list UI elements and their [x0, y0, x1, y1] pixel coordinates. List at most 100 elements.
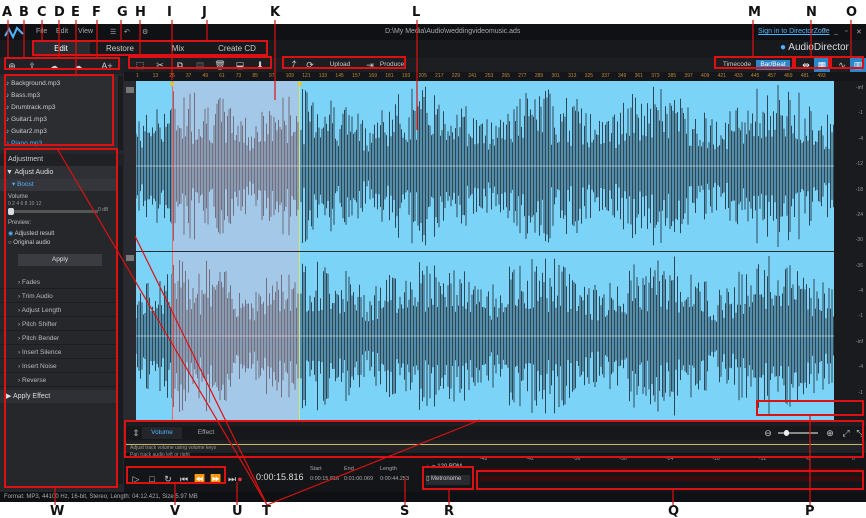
import-media-icon[interactable]: ⊕ — [8, 61, 16, 71]
brand-name: AudioDirector — [788, 42, 849, 53]
cloud-icon[interactable]: ☁ — [73, 61, 83, 71]
delete-icon[interactable]: 🗑 — [214, 60, 226, 70]
tab-mix[interactable]: Mix — [171, 44, 185, 53]
reverse-label: Reverse — [21, 377, 47, 384]
minimize-icon[interactable]: _ — [834, 28, 838, 35]
expand-down-icon: ▾ — [12, 181, 16, 188]
volume-slider[interactable] — [8, 208, 98, 215]
zoom-fit-icon[interactable]: ⤢ — [842, 428, 850, 438]
upload-button[interactable]: Upload — [329, 61, 351, 68]
radio-adjusted[interactable]: ◉ Adjusted result — [8, 230, 54, 237]
zoom-selection-icon[interactable]: ⤡ — [856, 428, 864, 438]
select-tool-icon[interactable]: ⬚ — [135, 60, 145, 70]
help-icon[interactable]: ? — [822, 28, 826, 35]
track-left-channel-icon[interactable] — [126, 87, 134, 93]
close-icon[interactable]: ✕ — [856, 29, 862, 36]
paste-icon[interactable]: ▤ — [195, 60, 205, 70]
chevron-right-icon: › — [18, 279, 21, 286]
settings-icon[interactable]: ⚙ — [142, 29, 149, 36]
ruler-tick-label: 49 — [202, 73, 209, 79]
callout-box-meter — [476, 470, 864, 490]
record-button-icon[interactable]: ● — [237, 474, 243, 484]
chevron-right-icon: › — [18, 377, 21, 384]
tab-restore[interactable]: Restore — [105, 44, 134, 53]
waveform-area[interactable]: ▼ ▼ — [136, 81, 834, 421]
callout-c: C — [37, 5, 47, 20]
export-media-icon[interactable]: ⇪ — [28, 61, 36, 71]
file-item[interactable]: ♪ Bass.mp3 — [6, 90, 40, 101]
radio-original-label: Original audio — [13, 240, 51, 246]
menu-view[interactable]: View — [78, 28, 94, 35]
undo-icon[interactable]: ↶ — [124, 29, 130, 36]
zoom-slider-handle[interactable] — [784, 430, 789, 436]
file-path: D:\My Media\Audio\weddingvideomusic.ads — [385, 28, 521, 35]
music-note-icon: ♪ — [6, 80, 10, 87]
file-item[interactable]: ♪ Guitar1.mp3 — [6, 114, 47, 125]
volume-slider-handle[interactable] — [8, 208, 14, 215]
callout-n: N — [806, 5, 817, 20]
end-time: 0:01:00.069 — [344, 476, 374, 482]
selection-end-marker-icon[interactable]: ▼ — [296, 81, 304, 89]
timeline-ruler[interactable]: 1 13 25 37 49 61 73 85 97 109 121 133 145 157 169 181 19… — [124, 72, 866, 81]
zoom-slider[interactable] — [778, 430, 818, 436]
produce-button[interactable]: Produce — [379, 61, 405, 68]
callout-e: E — [71, 5, 80, 20]
produce-icon[interactable]: ⇥ — [366, 60, 374, 70]
callout-box-modes — [32, 40, 268, 56]
callout-p: P — [805, 504, 815, 518]
channel-divider — [136, 251, 834, 252]
pitch-shifter-label: Pitch Shifter — [21, 321, 58, 328]
cut-icon[interactable]: ✂ — [156, 60, 164, 70]
selection-start-marker-icon[interactable]: ▼ — [168, 81, 176, 89]
share-icon[interactable]: ⤴ — [287, 60, 297, 70]
chevron-right-icon: › — [18, 321, 21, 328]
volume-scale: 0 2 4 6 8 10 12 — [8, 201, 42, 207]
tab-create-cd[interactable]: Create CD — [218, 44, 256, 53]
file-item[interactable]: ♪ Drumtrack.mp3 — [6, 102, 56, 113]
ruler-tick-label: 145 — [335, 73, 344, 79]
link-icon[interactable]: ⟳ — [306, 60, 314, 70]
menu-edit[interactable]: Edit — [56, 28, 69, 35]
ruler-tick-label: 397 — [684, 73, 693, 79]
menu-file[interactable]: File — [36, 28, 48, 35]
restore-icon[interactable]: ▫ — [845, 28, 848, 35]
track-right-channel-icon[interactable] — [126, 255, 134, 261]
callout-box-timecode — [714, 56, 794, 69]
file-item-selected[interactable]: ♪ Piano.mp3 — [6, 138, 42, 149]
waveform-view-icon[interactable]: ∿ — [838, 60, 846, 70]
pitch-bender-label: Pitch Bender — [21, 335, 60, 342]
db-scale: -inf -1 -4 -12 -18 -24 -30 -36 -4 -1 -inf -4 -1 — [834, 81, 866, 421]
library-scrollbar[interactable] — [118, 76, 123, 150]
radio-checked-icon: ◉ — [8, 231, 14, 237]
music-note-icon: ♪ — [6, 104, 10, 111]
zoom-in-icon[interactable]: ⊕ — [826, 428, 834, 438]
ruler-tick-label: 217 — [435, 73, 444, 79]
ruler-tick-label: 445 — [750, 73, 760, 79]
zoom-out-icon[interactable]: ⊖ — [764, 428, 772, 438]
ruler-tick-label: 289 — [534, 73, 544, 79]
volume-envelope-line[interactable] — [126, 444, 862, 445]
snap-icon[interactable]: ⇹ — [802, 60, 810, 70]
radio-original[interactable]: ○ Original audio — [8, 240, 50, 246]
add-text-button[interactable]: A+ — [101, 61, 113, 71]
end-label: End — [344, 466, 354, 472]
file-item[interactable]: ♪ Guitar2.mp3 — [6, 126, 47, 137]
timecode-button[interactable]: Timecode — [722, 61, 752, 68]
cloud-download-icon[interactable]: ☁ — [49, 61, 59, 71]
copy-icon[interactable]: ⧉ — [176, 60, 184, 70]
ruler-tick-label: 181 — [385, 73, 394, 79]
music-note-icon: ♪ — [6, 116, 10, 123]
level-meter-right — [480, 476, 862, 481]
ruler-tick-label: 193 — [401, 73, 411, 79]
barbeat-button[interactable]: Bar/Beat — [756, 60, 790, 70]
file-name: Bass.mp3 — [11, 92, 40, 99]
menu-extra-icon[interactable]: ☰ — [110, 29, 117, 36]
signin-link[interactable]: Sign in to DirectorZone — [758, 28, 830, 35]
crop-icon[interactable]: ⬓ — [235, 60, 245, 70]
ruler-tick-label: 169 — [368, 73, 377, 79]
meter-label: -18 — [712, 456, 720, 462]
record-icon[interactable]: ⬇ — [256, 60, 264, 70]
callout-b: B — [19, 5, 29, 20]
adjustment-scrollbar[interactable] — [118, 166, 123, 484]
file-item[interactable]: ♪ Background.mp3 — [6, 78, 60, 89]
